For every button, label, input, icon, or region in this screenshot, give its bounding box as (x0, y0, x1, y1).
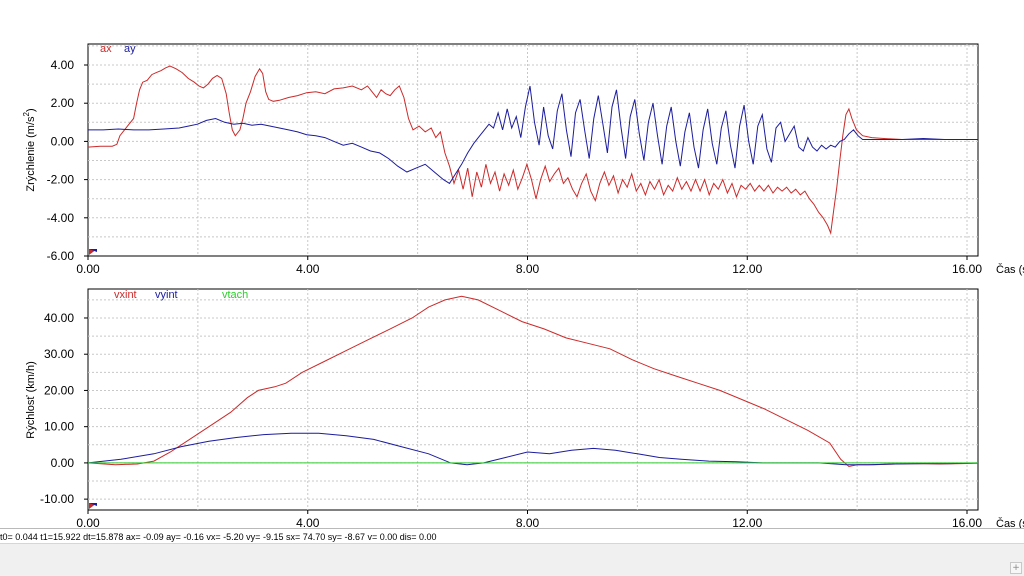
x-tick-label: 8.00 (516, 262, 540, 276)
empty-bottom-area: + (0, 544, 1024, 576)
legend-vxint: vxint (114, 289, 137, 301)
acceleration-chart: 0.00 4.00 8.00 12.00 16.00 Čas (s) 4.00 2.00 0.0… (22, 43, 1024, 276)
y-axis-label: Rýchlosť (km/h) (25, 361, 37, 438)
origin-marker-icon (89, 503, 97, 506)
series-line-vxint (88, 295, 978, 468)
legend-vyint: vyint (155, 289, 178, 301)
y-tick-label: 20.00 (44, 383, 74, 397)
x-tick-label: 12.00 (732, 516, 762, 528)
y-tick-label: -2.00 (47, 173, 75, 187)
origin-marker-icon (89, 249, 97, 252)
y-tick-label: 10.00 (44, 420, 74, 434)
speed-chart: 0.00 4.00 8.00 12.00 16.00 Čas (s) 40.00 30.00 2… (25, 288, 1024, 528)
x-tick-label: 12.00 (732, 262, 762, 276)
x-tick-label: 16.00 (952, 262, 982, 276)
y-tick-label: -6.00 (47, 249, 75, 263)
x-tick-label: 4.00 (296, 262, 320, 276)
chart-stage: 0.00 4.00 8.00 12.00 16.00 Čas (s) 4.00 2.00 0.0… (22, 43, 1024, 528)
y-tick-label: -4.00 (47, 211, 75, 225)
series-line-ax (88, 65, 978, 236)
status-readout: t0= 0.044 t1=15.922 dt=15.878 ax= -0.09 … (0, 532, 437, 542)
plot-frame (87, 288, 979, 511)
x-tick-label: 8.00 (516, 516, 540, 528)
x-tick-label: 4.00 (296, 516, 320, 528)
x-tick-label: 0.00 (76, 516, 100, 528)
status-bar: t0= 0.044 t1=15.922 dt=15.878 ax= -0.09 … (0, 528, 1024, 544)
y-tick-label: -10.00 (40, 492, 74, 506)
legend-ax: ax (100, 43, 112, 55)
y-tick-label: 4.00 (51, 58, 75, 72)
y-tick-label: 0.00 (51, 134, 75, 148)
y-tick-label: 2.00 (51, 96, 75, 110)
resize-grip-icon[interactable]: + (1010, 562, 1022, 574)
series-line-ay (88, 85, 978, 185)
y-tick-label: 40.00 (44, 311, 74, 325)
y-axis-label: Zrýchlenie (m/s2) (22, 108, 37, 191)
plot-frame (87, 43, 979, 257)
x-tick-label: 0.00 (76, 262, 100, 276)
legend-vtach: vtach (222, 289, 248, 301)
x-tick-label: 16.00 (952, 516, 982, 528)
legend-ay: ay (124, 43, 136, 55)
x-axis-label: Čas (s) (996, 263, 1024, 276)
y-tick-label: 30.00 (44, 347, 74, 361)
x-axis-label: Čas (s) (996, 517, 1024, 528)
y-tick-label: 0.00 (51, 456, 75, 470)
